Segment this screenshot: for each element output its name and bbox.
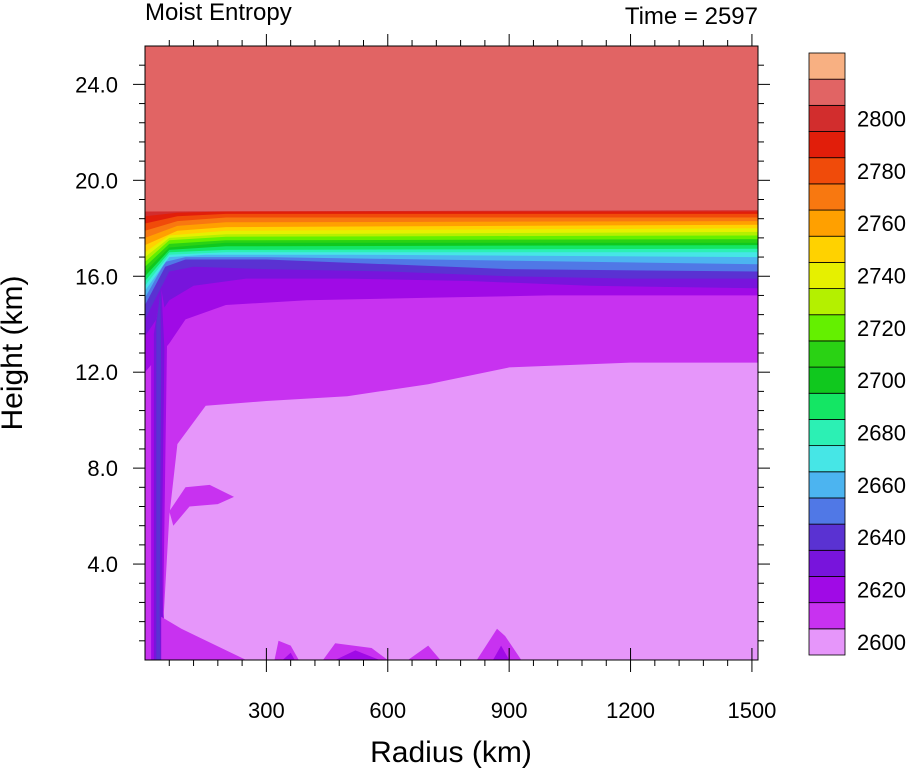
colorbar-box [808,209,846,237]
y-tick-label: 24.0 [75,72,118,97]
colorbar-box [808,549,846,577]
colorbar-box [808,131,846,159]
colorbar-box [808,104,846,132]
chart-title: Moist Entropy [145,0,292,26]
y-axis: 4.0 8.0 12.0 16.0 20.0 24.0 [75,64,770,642]
colorbar-label: 2800 [857,106,906,131]
colorbar-box [808,419,846,447]
colorbar-box [808,52,846,80]
colorbar-box [808,445,846,473]
colorbar: 2600 2620 2640 2660 2680 2700 2720 2740 2760 2780… [808,52,906,656]
colorbar-box [808,261,846,289]
colorbar-label: 2760 [857,211,906,236]
x-axis: 300 600 900 1200 1500 [168,34,776,723]
x-axis-label: Radius (km) [370,736,532,769]
colorbar-label: 2700 [857,368,906,393]
chart-subtitle: Time = 2597 [625,3,758,30]
colorbar-box [808,471,846,499]
boundary-patch-5 [282,652,295,660]
colorbar-box [808,78,846,106]
boundary-patch-7 [493,645,510,660]
boundary-patch-3 [408,645,441,660]
y-tick-label: 12.0 [75,360,118,385]
x-tick-label: 600 [369,698,406,723]
colorbar-label: 2740 [857,263,906,288]
colorbar-box [808,235,846,263]
colorbar-label: 2780 [857,159,906,184]
colorbar-label: 2620 [857,578,906,603]
region-2810 [145,46,758,212]
colorbar-label: 2600 [857,630,906,655]
y-axis-label: Height (km) [0,275,29,430]
y-tick-label: 8.0 [87,456,118,481]
colorbar-box [808,314,846,342]
y-tick-label: 4.0 [87,552,118,577]
colorbar-box [808,392,846,420]
boundary-patch-4 [476,628,522,660]
colorbar-box [808,183,846,211]
colorbar-box [808,628,846,656]
colorbar-box [808,157,846,185]
core-2640 [156,290,162,660]
colorbar-box [808,497,846,525]
y-tick-label: 20.0 [75,168,118,193]
colorbar-box [808,602,846,630]
boundary-patch-6 [335,650,380,660]
x-tick-label: 1500 [727,698,776,723]
colorbar-label: 2720 [857,316,906,341]
colorbar-label: 2680 [857,421,906,446]
colorbar-label: 2660 [857,473,906,498]
colorbar-box [808,366,846,394]
colorbar-box [808,288,846,316]
contour-field [145,46,758,660]
colorbar-box [808,340,846,368]
blob-2610 [169,484,234,526]
boundary-patch-0 [161,616,247,660]
boundary-patch-1 [274,640,299,660]
x-tick-label: 1200 [606,698,655,723]
x-tick-label: 300 [248,698,285,723]
colorbar-box [808,523,846,551]
colorbar-box [808,576,846,604]
y-tick-label: 16.0 [75,264,118,289]
colorbar-label: 2640 [857,525,906,550]
x-tick-label: 900 [491,698,528,723]
